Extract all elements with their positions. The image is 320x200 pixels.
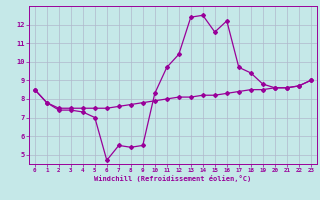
X-axis label: Windchill (Refroidissement éolien,°C): Windchill (Refroidissement éolien,°C) (94, 175, 252, 182)
